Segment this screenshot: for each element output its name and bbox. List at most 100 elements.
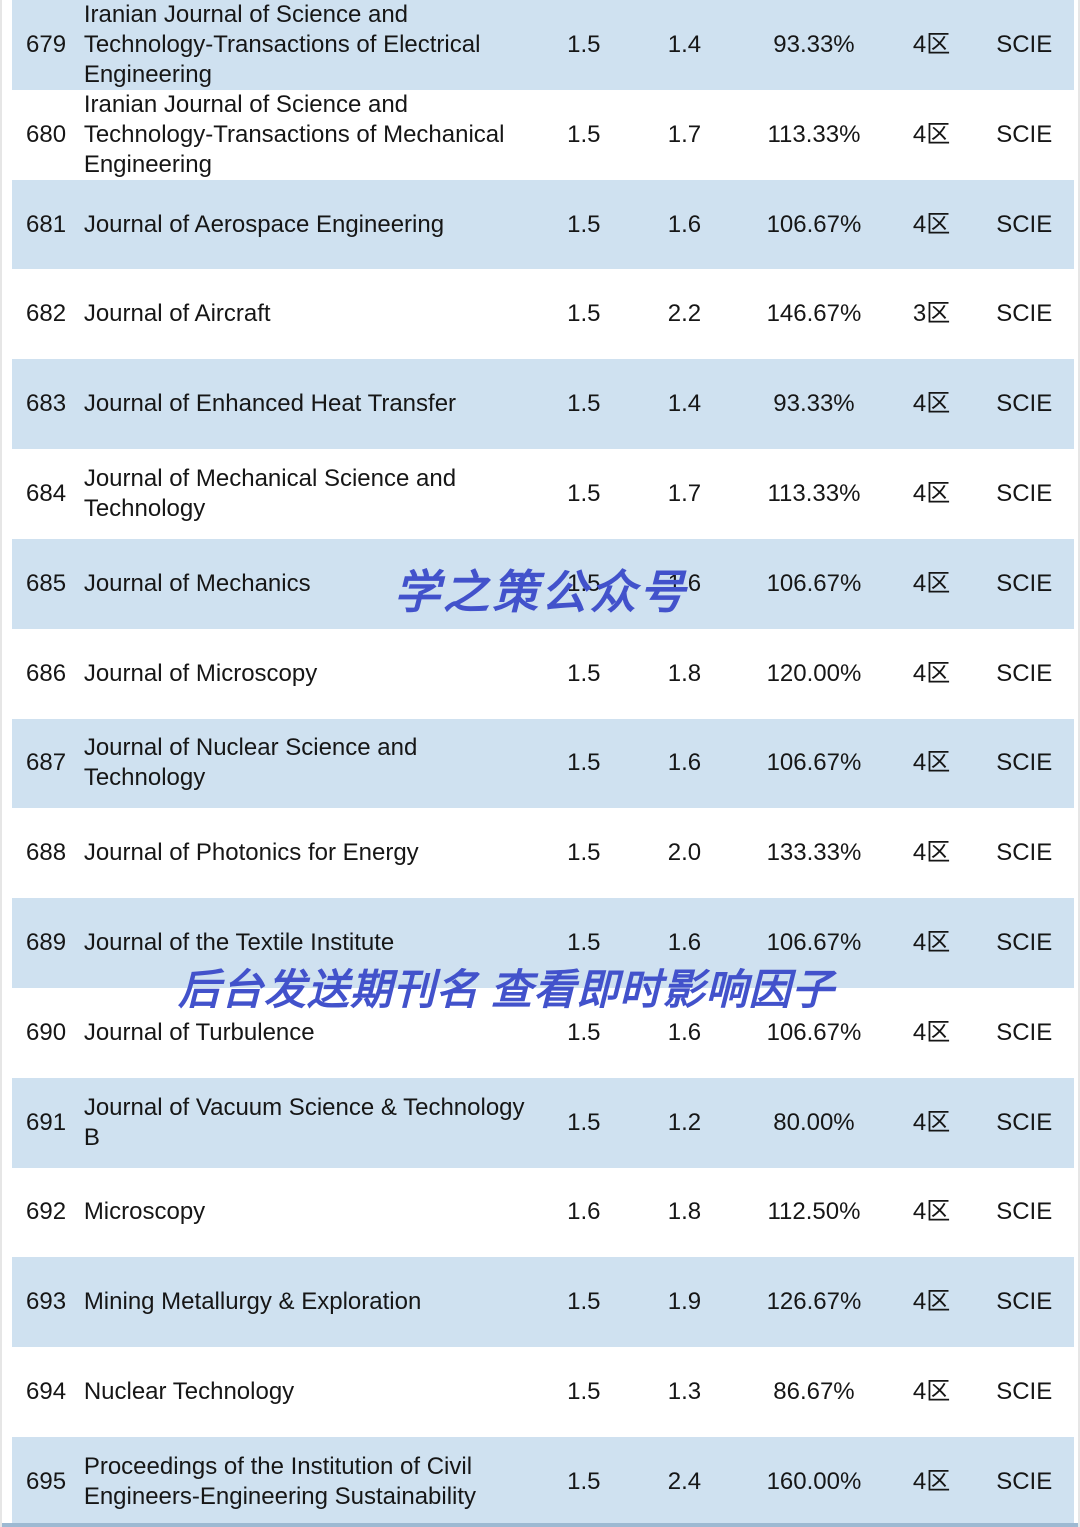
table-row: 683 Journal of Enhanced Heat Transfer 1.5 1… — [12, 359, 1074, 450]
ratio-cell: 113.33% — [767, 120, 861, 148]
impact-factor-cell: 1.5 — [567, 390, 601, 418]
realtime-if-cell: 1.6 — [667, 929, 702, 957]
index-cell: SCIE — [996, 929, 1053, 957]
realtime-if-cell: 2.4 — [667, 1467, 702, 1495]
zone-cell: 4区 — [912, 479, 951, 507]
realtime-if-cell: 2.2 — [667, 300, 702, 328]
impact-factor-cell: 1.5 — [567, 1108, 601, 1136]
index-cell: SCIE — [996, 30, 1053, 58]
index-cell: SCIE — [996, 210, 1053, 238]
realtime-if-cell: 1.6 — [667, 1018, 702, 1046]
ratio-cell: 126.67% — [766, 1288, 862, 1316]
zone-cell: 4区 — [912, 929, 951, 957]
impact-factor-cell: 1.5 — [567, 749, 601, 777]
table-row: 682 Journal of Aircraft 1.5 2.2 146.67% 3区 SCI… — [12, 269, 1074, 359]
impact-factor-cell: 1.5 — [567, 479, 601, 507]
journal-name-cell: Journal of Enhanced Heat Transfer — [83, 390, 457, 418]
impact-factor-cell: 1.5 — [567, 839, 601, 867]
journal-name-cell: Journal of Microscopy — [83, 659, 318, 687]
ratio-cell: 106.67% — [766, 1018, 862, 1046]
journal-name-cell: Iranian Journal of Science and Technolog… — [83, 90, 505, 178]
zone-cell: 4区 — [912, 1108, 951, 1136]
rank-cell: 685 — [26, 569, 67, 597]
index-cell: SCIE — [996, 569, 1053, 597]
index-cell: SCIE — [996, 1198, 1053, 1226]
impact-factor-cell: 1.5 — [567, 300, 601, 328]
impact-factor-cell: 1.5 — [567, 210, 601, 238]
table-row: 679 Iranian Journal of Science and Techno… — [12, 0, 1074, 90]
realtime-if-cell: 1.9 — [667, 1288, 702, 1316]
rank-cell: 693 — [26, 1288, 67, 1316]
ratio-cell: 113.33% — [767, 479, 861, 507]
realtime-if-cell: 1.2 — [667, 1108, 702, 1136]
table-row: 695 Proceedings of the Institution of Civ… — [12, 1437, 1074, 1527]
ratio-cell: 106.67% — [766, 569, 862, 597]
ratio-cell: 106.67% — [766, 210, 862, 238]
table-row: 692 Microscopy 1.6 1.8 112.50% 4区 SCIE — [12, 1168, 1074, 1258]
journal-table: 679 Iranian Journal of Science and Techno… — [12, 0, 1074, 1527]
table-row: 694 Nuclear Technology 1.5 1.3 86.67% 4区 SCIE — [12, 1347, 1074, 1437]
zone-cell: 4区 — [912, 659, 951, 687]
zone-cell: 4区 — [912, 1378, 951, 1406]
ratio-cell: 133.33% — [766, 839, 862, 867]
realtime-if-cell: 1.6 — [667, 210, 702, 238]
ratio-cell: 120.00% — [766, 659, 862, 687]
realtime-if-cell: 2.0 — [667, 839, 702, 867]
realtime-if-cell: 1.8 — [667, 1198, 702, 1226]
table-row: 685 Journal of Mechanics 1.5 1.6 106.67% 4区 SC… — [12, 538, 1074, 629]
table-row: 686 Journal of Microscopy 1.5 1.8 120.00% 4区 S… — [12, 629, 1074, 719]
index-cell: SCIE — [996, 1467, 1053, 1495]
journal-name-cell: Proceedings of the Institution of Civil … — [83, 1452, 477, 1510]
impact-factor-cell: 1.5 — [567, 659, 601, 687]
zone-cell: 4区 — [912, 839, 951, 867]
table-row: 687 Journal of Nuclear Science and Techno… — [12, 718, 1074, 809]
zone-cell: 4区 — [912, 30, 951, 58]
table-row: 684 Journal of Mechanical Science and Tec… — [12, 449, 1074, 539]
rank-cell: 687 — [26, 749, 67, 777]
rank-cell: 695 — [26, 1467, 67, 1495]
ratio-cell: 106.67% — [766, 749, 862, 777]
journal-name-cell: Journal of Photonics for Energy — [83, 839, 419, 867]
zone-cell: 4区 — [912, 1288, 951, 1316]
rank-cell: 681 — [26, 210, 67, 238]
zone-cell: 4区 — [912, 1467, 951, 1495]
table-row: 690 Journal of Turbulence 1.5 1.6 106.67% 4区 S… — [12, 988, 1074, 1078]
table-row: 680 Iranian Journal of Science and Techno… — [12, 90, 1074, 180]
zone-cell: 4区 — [912, 120, 951, 148]
rank-cell: 679 — [26, 30, 67, 58]
index-cell: SCIE — [996, 479, 1053, 507]
realtime-if-cell: 1.7 — [667, 120, 702, 148]
journal-name-cell: Journal of Aircraft — [83, 300, 271, 328]
journal-name-cell: Mining Metallurgy & Exploration — [83, 1288, 422, 1316]
table-row: 693 Mining Metallurgy & Exploration 1.5 1.9… — [12, 1257, 1074, 1348]
impact-factor-cell: 1.5 — [567, 1288, 601, 1316]
zone-cell: 4区 — [912, 1018, 951, 1046]
ratio-cell: 160.00% — [766, 1467, 862, 1495]
rank-cell: 686 — [26, 659, 67, 687]
rank-cell: 680 — [26, 120, 67, 148]
table-row: 681 Journal of Aerospace Engineering 1.5 1.… — [12, 179, 1074, 270]
impact-factor-cell: 1.5 — [567, 929, 601, 957]
impact-factor-cell: 1.5 — [567, 1378, 601, 1406]
rank-cell: 684 — [26, 479, 67, 507]
realtime-if-cell: 1.6 — [667, 569, 702, 597]
impact-factor-cell: 1.5 — [567, 569, 601, 597]
impact-factor-cell: 1.5 — [567, 120, 601, 148]
realtime-if-cell: 1.3 — [667, 1378, 702, 1406]
rank-cell: 682 — [26, 300, 67, 328]
rank-cell: 691 — [26, 1108, 67, 1136]
zone-cell: 4区 — [912, 569, 951, 597]
index-cell: SCIE — [996, 390, 1053, 418]
journal-name-cell: Journal of Nuclear Science and Technolog… — [83, 734, 418, 792]
zone-cell: 4区 — [912, 1198, 951, 1226]
index-cell: SCIE — [996, 1288, 1053, 1316]
index-cell: SCIE — [996, 300, 1053, 328]
table-row: 689 Journal of the Textile Institute 1.5 1.… — [12, 898, 1074, 988]
rank-cell: 689 — [26, 929, 67, 957]
realtime-if-cell: 1.8 — [667, 659, 702, 687]
bottom-edge-divider — [2, 1523, 1078, 1527]
zone-cell: 4区 — [912, 749, 951, 777]
ratio-cell: 112.50% — [767, 1198, 861, 1226]
journal-name-cell: Journal of Aerospace Engineering — [83, 210, 445, 238]
